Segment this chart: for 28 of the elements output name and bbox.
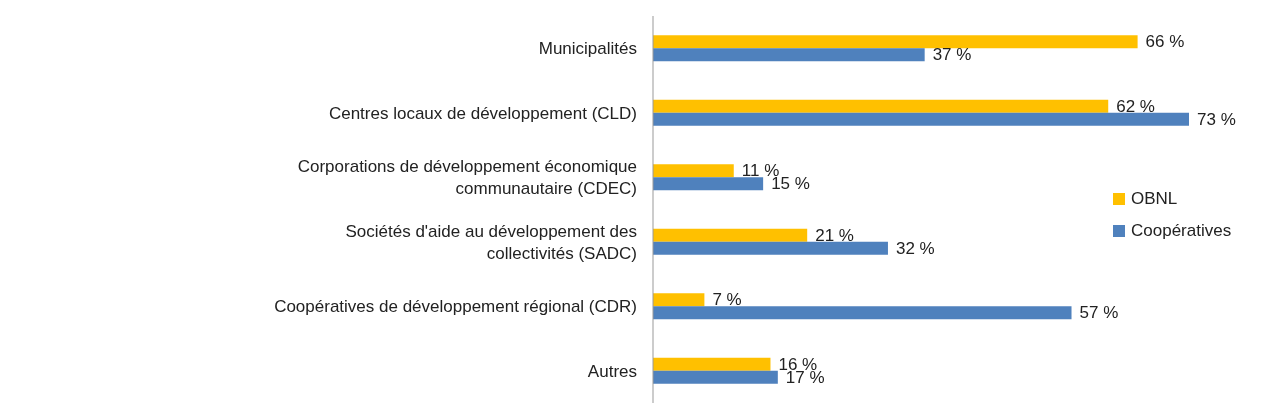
bar <box>653 306 1072 320</box>
bar <box>653 357 771 371</box>
bar <box>653 177 764 191</box>
bar <box>653 370 778 384</box>
bar <box>653 164 734 178</box>
y-tick-label: Municipalités <box>538 38 637 58</box>
data-label: 32 % <box>895 238 935 258</box>
bar <box>653 293 705 307</box>
bar <box>653 99 1109 113</box>
bar <box>653 228 808 242</box>
y-tick-label: Corporations de développement économique communautaire (CDEC) <box>297 156 637 198</box>
y-tick-label: Autres <box>587 361 637 381</box>
y-tick-label: Coopératives de développement régional (CDR) <box>274 296 637 316</box>
data-label: 66 % <box>1145 32 1185 52</box>
y-tick-label: Sociétés d'aide au développement des collectivités (SADC) <box>345 221 637 263</box>
bar <box>653 241 888 255</box>
data-label: 57 % <box>1079 303 1119 323</box>
data-label: 21 % <box>815 225 854 245</box>
legend-label: Coopératives <box>1131 220 1232 242</box>
bar <box>653 48 925 62</box>
data-label: 62 % <box>1116 96 1155 116</box>
data-label: 73 % <box>1197 109 1236 129</box>
y-tick-label: Centres locaux de développement (CLD) <box>328 103 637 123</box>
bar <box>653 35 1138 49</box>
bar <box>653 112 1189 126</box>
data-label: 7 % <box>712 290 742 310</box>
data-label: 37 % <box>932 45 972 65</box>
legend-label: OBNL <box>1131 188 1178 210</box>
